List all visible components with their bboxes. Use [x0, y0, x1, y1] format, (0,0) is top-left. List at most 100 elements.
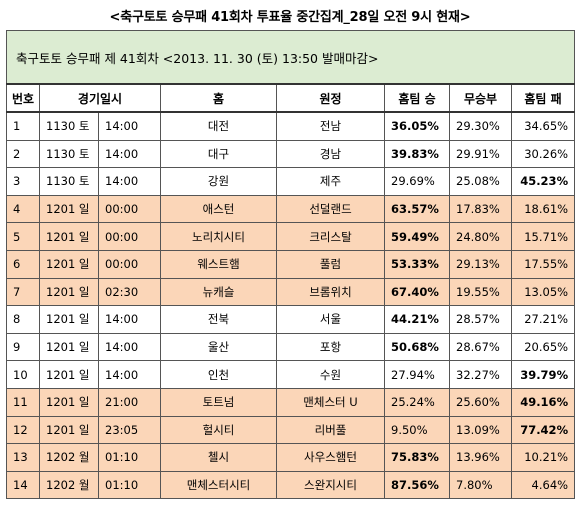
home-loss-rate: 13.05%	[510, 277, 576, 307]
match-time: 23:05	[98, 415, 161, 445]
home-team: 대구	[160, 139, 277, 169]
home-loss-rate: 18.61%	[510, 194, 576, 224]
match-time: 02:30	[98, 277, 161, 307]
away-team: 제주	[276, 167, 385, 196]
match-time: 14:00	[98, 332, 161, 362]
header-date: 경기일시	[39, 83, 161, 113]
home-team: 전북	[160, 305, 277, 334]
home-win-rate: 87.56%	[384, 470, 450, 500]
match-date: 1202 월	[39, 470, 99, 500]
match-time: 00:00	[98, 249, 161, 279]
home-team: 헐시티	[160, 415, 277, 445]
home-win-rate: 75.83%	[384, 443, 450, 472]
table-row: 8 1201 일 14:00 전북 서울 44.21% 28.57% 27.21%	[6, 305, 576, 334]
home-team: 강원	[160, 167, 277, 196]
table-row: 2 1130 토 14:00 대구 경남 39.83% 29.91% 30.26%	[6, 139, 576, 169]
table-row: 1 1130 토 14:00 대전 전남 36.05% 29.30% 34.65%	[6, 111, 576, 141]
away-team: 브롬위치	[276, 277, 385, 307]
draw-rate: 28.57%	[449, 305, 512, 334]
home-loss-rate: 39.79%	[510, 360, 576, 389]
row-number: 12	[6, 415, 40, 445]
home-team: 첼시	[160, 443, 277, 472]
match-date: 1130 토	[39, 139, 99, 169]
home-team: 인천	[160, 360, 277, 389]
match-time: 00:00	[98, 194, 161, 224]
table-row: 9 1201 일 14:00 울산 포항 50.68% 28.67% 20.65%	[6, 332, 576, 362]
row-number: 8	[6, 305, 40, 334]
away-team: 크리스탈	[276, 222, 385, 251]
home-team: 대전	[160, 111, 277, 141]
away-team: 사우스햄턴	[276, 443, 385, 472]
home-win-rate: 25.24%	[384, 387, 450, 417]
draw-rate: 17.83%	[449, 194, 512, 224]
match-time: 14:00	[98, 305, 161, 334]
table-row: 5 1201 일 00:00 노리치시티 크리스탈 59.49% 24.80% 15.71%	[6, 222, 576, 251]
match-date: 1201 일	[39, 415, 99, 445]
match-date: 1130 토	[39, 111, 99, 141]
home-win-rate: 36.05%	[384, 111, 450, 141]
table-subtitle: 축구토토 승무패 제 41회차 <2013. 11. 30 (토) 13:50 …	[5, 30, 576, 85]
home-win-rate: 27.94%	[384, 360, 450, 389]
match-date: 1201 일	[39, 332, 99, 362]
draw-rate: 25.08%	[449, 167, 512, 196]
row-number: 5	[6, 222, 40, 251]
row-number: 3	[6, 167, 40, 196]
home-loss-rate: 20.65%	[510, 332, 576, 362]
home-team: 토트넘	[160, 387, 277, 417]
home-loss-rate: 15.71%	[510, 222, 576, 251]
draw-rate: 32.27%	[449, 360, 512, 389]
match-time: 01:10	[98, 470, 161, 500]
table-header-row: 번호 경기일시 홈 원정 홈팀 승 무승부 홈팀 패	[6, 83, 576, 113]
match-date: 1130 토	[39, 167, 99, 196]
away-team: 수원	[276, 360, 385, 389]
home-win-rate: 53.33%	[384, 249, 450, 279]
match-date: 1201 일	[39, 222, 99, 251]
home-loss-rate: 34.65%	[510, 111, 576, 141]
match-time: 14:00	[98, 167, 161, 196]
row-number: 9	[6, 332, 40, 362]
draw-rate: 28.67%	[449, 332, 512, 362]
table-row: 12 1201 일 23:05 헐시티 리버풀 9.50% 13.09% 77.42%	[6, 415, 576, 445]
away-team: 경남	[276, 139, 385, 169]
away-team: 풀럼	[276, 249, 385, 279]
home-win-rate: 44.21%	[384, 305, 450, 334]
draw-rate: 29.13%	[449, 249, 512, 279]
match-date: 1201 일	[39, 249, 99, 279]
header-home: 홈	[160, 83, 277, 113]
draw-rate: 13.96%	[449, 443, 512, 472]
match-date: 1201 일	[39, 194, 99, 224]
row-number: 6	[6, 249, 40, 279]
draw-rate: 13.09%	[449, 415, 512, 445]
row-number: 2	[6, 139, 40, 169]
draw-rate: 29.91%	[449, 139, 512, 169]
header-home-win: 홈팀 승	[384, 83, 450, 113]
match-date: 1202 월	[39, 443, 99, 472]
home-loss-rate: 10.21%	[510, 443, 576, 472]
table-row: 7 1201 일 02:30 뉴캐슬 브롬위치 67.40% 19.55% 13.05%	[6, 277, 576, 307]
header-away: 원정	[276, 83, 385, 113]
table-row: 3 1130 토 14:00 강원 제주 29.69% 25.08% 45.23%	[6, 167, 576, 196]
match-time: 14:00	[98, 111, 161, 141]
away-team: 스완지시티	[276, 470, 385, 500]
away-team: 서울	[276, 305, 385, 334]
home-win-rate: 59.49%	[384, 222, 450, 251]
home-team: 맨체스터시티	[160, 470, 277, 500]
match-time: 00:00	[98, 222, 161, 251]
match-date: 1201 일	[39, 387, 99, 417]
home-loss-rate: 45.23%	[510, 167, 576, 196]
home-loss-rate: 77.42%	[510, 415, 576, 445]
match-date: 1201 일	[39, 360, 99, 389]
draw-rate: 25.60%	[449, 387, 512, 417]
away-team: 포항	[276, 332, 385, 362]
home-win-rate: 67.40%	[384, 277, 450, 307]
away-team: 전남	[276, 111, 385, 141]
row-number: 1	[6, 111, 40, 141]
table-row: 10 1201 일 14:00 인천 수원 27.94% 32.27% 39.79%	[6, 360, 576, 389]
vote-rate-table: 축구토토 승무패 제 41회차 <2013. 11. 30 (토) 13:50 …	[5, 30, 576, 500]
match-time: 14:00	[98, 139, 161, 169]
home-loss-rate: 49.16%	[510, 387, 576, 417]
home-team: 울산	[160, 332, 277, 362]
table-row: 14 1202 월 01:10 맨체스터시티 스완지시티 87.56% 7.80% 4.64%	[6, 470, 576, 500]
page-title: <축구토토 승무패 41회차 투표율 중간집계_28일 오전 9시 현재>	[109, 10, 471, 25]
row-number: 7	[6, 277, 40, 307]
